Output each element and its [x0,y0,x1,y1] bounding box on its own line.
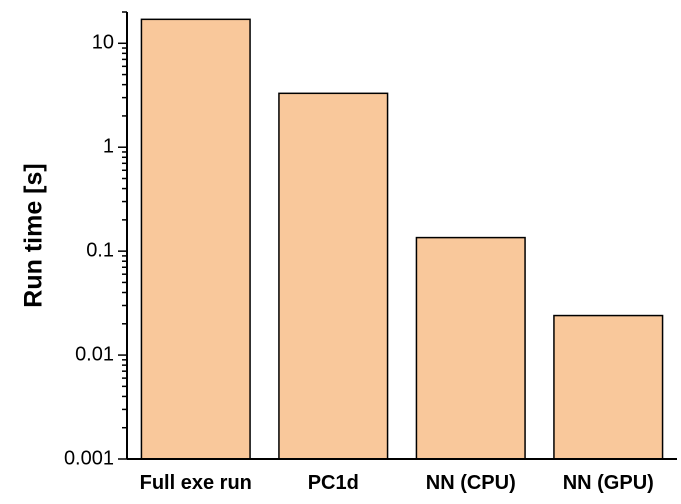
y-tick-label: 0.01 [75,343,114,365]
y-ticks-group: 0.001 0.01 0.1 1 10 [64,11,127,469]
bars-group [140,18,664,460]
x-tick-label: NN (GPU) [563,472,654,494]
y-tick-label: 0.001 [64,447,114,469]
bar-nn-cpu [415,236,526,460]
bar-pc1d [278,92,389,460]
x-labels-group: Full exe run PC1d NN (CPU) NN (GPU) [140,472,654,494]
x-tick-label: PC1d [308,472,359,494]
y-axis-title: Run time [s] [20,163,48,307]
bar-full-exe-run [140,18,251,460]
x-tick-label: Full exe run [140,472,252,494]
y-tick-label: 0.1 [86,239,114,261]
y-tick-label: 1 [103,135,114,157]
bar-nn-gpu [553,314,664,460]
x-tick-label: NN (CPU) [426,472,516,494]
y-tick-label: 10 [92,32,114,54]
